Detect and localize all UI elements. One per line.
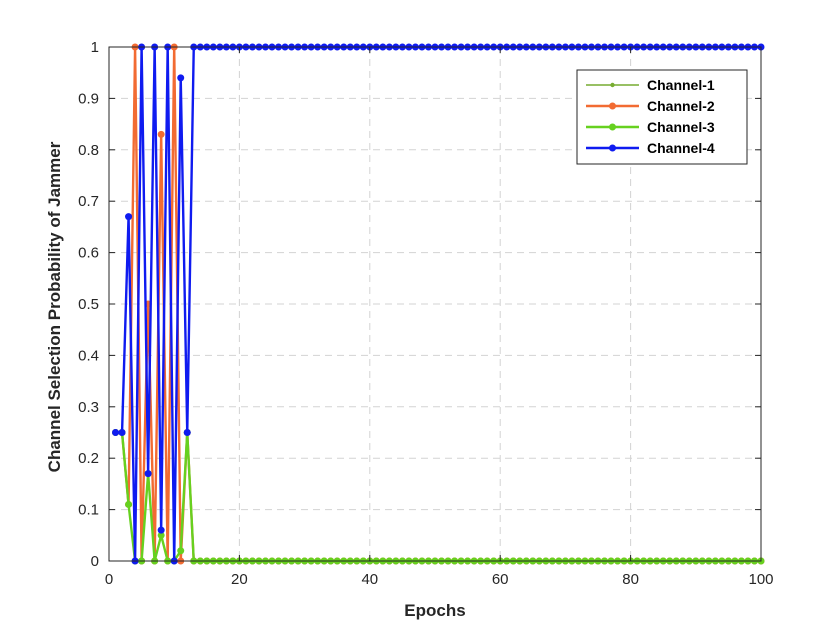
x-tick-label: 80: [622, 571, 639, 588]
x-tick-label: 20: [231, 571, 248, 588]
legend-label: Channel-1: [647, 77, 715, 93]
data-point: [125, 500, 133, 508]
data-point: [112, 429, 120, 436]
y-tick-label: 0.3: [78, 399, 99, 416]
legend-entry-channel-2: Channel-2: [586, 98, 715, 114]
data-point: [183, 429, 191, 436]
axis-ticks: 0 20 40 60 80 100 0 0.1 0.2 0.3 0.4 0.5 0.6 0.7 0.8 0.9…: [78, 39, 773, 588]
legend-label: Channel-4: [647, 140, 715, 156]
y-tick-label: 0.7: [78, 193, 99, 210]
y-tick-label: 0.9: [78, 90, 99, 107]
data-point: [177, 74, 185, 82]
data-point: [157, 531, 165, 539]
data-point: [177, 547, 185, 555]
data-point: [157, 526, 165, 534]
x-axis-label: Epochs: [404, 601, 465, 620]
y-tick-label: 0.2: [78, 450, 99, 467]
y-tick-label: 1: [91, 39, 99, 56]
x-tick-label: 60: [492, 571, 509, 588]
y-tick-label: 0: [91, 553, 99, 570]
legend-label: Channel-2: [647, 98, 715, 114]
legend-marker: [609, 144, 616, 152]
y-tick-label: 0.1: [78, 502, 99, 519]
data-point: [125, 213, 133, 221]
y-tick-label: 0.4: [78, 347, 99, 364]
legend-entry-channel-3: Channel-3: [586, 119, 715, 135]
data-point: [144, 470, 152, 478]
data-point: [118, 429, 126, 436]
x-tick-label: 100: [748, 571, 773, 588]
x-tick-label: 40: [361, 571, 378, 588]
legend-marker: [609, 102, 616, 110]
y-tick-label: 0.5: [78, 296, 99, 313]
legend-entry-channel-1: Channel-1: [586, 77, 715, 93]
y-tick-label: 0.8: [78, 142, 99, 159]
x-tick-label: 0: [105, 571, 113, 588]
legend-marker: [610, 82, 615, 88]
legend-marker: [609, 123, 616, 131]
legend: Channel-1 Channel-2 Channel-3 Channel-4: [576, 69, 748, 165]
legend-label: Channel-3: [647, 119, 715, 135]
data-point: [157, 130, 165, 138]
y-axis-label: Channel Selection Probability of Jammer: [45, 141, 64, 472]
y-tick-label: 0.6: [78, 245, 99, 262]
legend-entry-channel-4: Channel-4: [586, 140, 715, 156]
